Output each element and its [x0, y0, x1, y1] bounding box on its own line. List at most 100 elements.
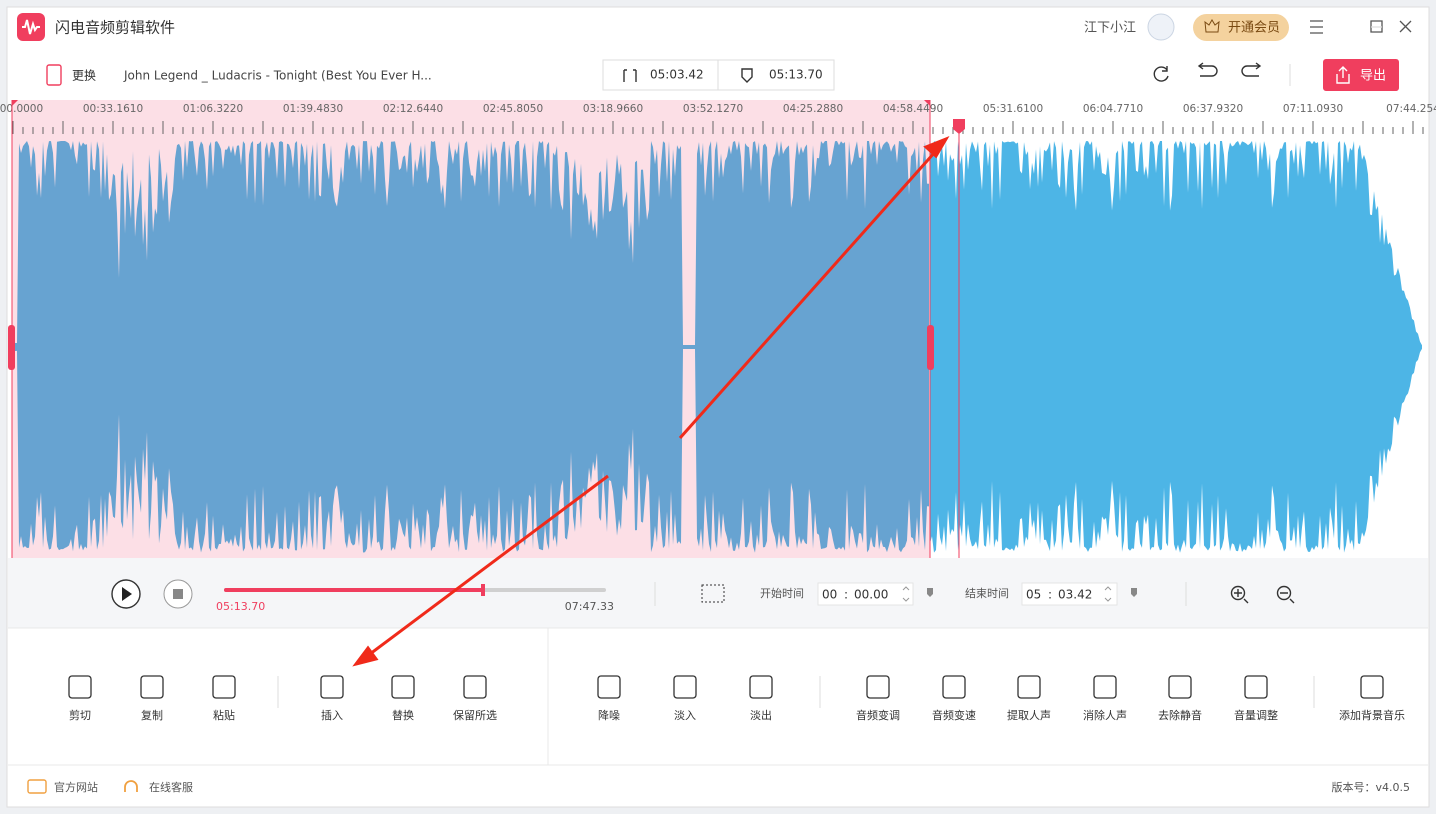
position: 05:13.70	[769, 68, 823, 82]
app-title: 闪电音频剪辑软件	[55, 19, 175, 37]
total-time: 07:47.33	[565, 600, 614, 613]
user-name[interactable]: 江下小江	[1084, 21, 1136, 36]
version: 版本号：v4.0.5	[1332, 780, 1411, 794]
tool-icon[interactable]	[463, 675, 487, 699]
ruler-label: 03:18.9660	[583, 103, 643, 115]
vip-button[interactable]	[1193, 14, 1289, 41]
tool-icon[interactable]	[866, 675, 890, 699]
support-icon	[124, 780, 138, 792]
ruler-label: 00:00.0000	[0, 103, 43, 115]
replace-button[interactable]: 更换	[72, 69, 96, 83]
ruler-label: 06:37.9320	[1183, 103, 1243, 115]
ruler-label: 07:44.254	[1386, 103, 1436, 115]
progress-fill	[224, 588, 483, 592]
tool-icon[interactable]	[1017, 675, 1041, 699]
ruler-ticks	[12, 121, 1424, 134]
support-link[interactable]: 在线客服	[149, 780, 193, 794]
zoom-out[interactable]	[1276, 585, 1292, 601]
zoom-in[interactable]	[1230, 585, 1246, 601]
tool-label[interactable]: 替换	[392, 708, 414, 722]
tool-label[interactable]: 提取人声	[1007, 708, 1051, 722]
export-icon	[1336, 66, 1350, 84]
tool-icon[interactable]	[140, 675, 164, 699]
spinner[interactable]	[902, 586, 910, 602]
export-label[interactable]: 导出	[1360, 69, 1386, 84]
tool-icon[interactable]	[597, 675, 621, 699]
tool-label[interactable]: 复制	[141, 708, 163, 722]
tool-label[interactable]: 添加背景音乐	[1339, 708, 1405, 722]
tool-label[interactable]: 插入	[321, 708, 343, 722]
website-link[interactable]: 官方网站	[54, 780, 98, 794]
tool-label[interactable]: 音量调整	[1234, 708, 1278, 722]
tool-label[interactable]: 淡出	[750, 708, 772, 722]
tool-icon[interactable]	[212, 675, 236, 699]
pin-icon[interactable]	[927, 588, 933, 597]
ruler-label: 02:12.6440	[383, 103, 443, 115]
file-icon[interactable]	[46, 64, 62, 86]
tool-label[interactable]: 淡入	[674, 709, 696, 722]
logo-wave	[22, 19, 40, 35]
ruler-label: 01:39.4830	[283, 103, 343, 115]
ruler-label: 04:58.4490	[883, 103, 943, 115]
start-min[interactable]: 00	[822, 588, 837, 602]
tool-icon[interactable]	[942, 675, 966, 699]
pin-icon[interactable]	[1131, 588, 1137, 597]
web-icon	[27, 779, 47, 794]
stop-icon	[173, 589, 183, 599]
progress-thumb[interactable]	[481, 584, 485, 596]
tool-icon[interactable]	[1168, 675, 1192, 699]
tool-label[interactable]: 消除人声	[1083, 708, 1127, 722]
tool-icon[interactable]	[1093, 675, 1117, 699]
zoom-icons[interactable]	[1234, 589, 1295, 604]
colon: :	[1048, 588, 1052, 602]
select-icon[interactable]	[701, 584, 725, 603]
vip-icon	[1204, 19, 1220, 33]
end-handle[interactable]	[927, 325, 934, 370]
start-input[interactable]	[817, 582, 914, 606]
tool-icon[interactable]	[673, 675, 697, 699]
avatar[interactable]	[1147, 13, 1175, 41]
waveform	[13, 141, 1422, 553]
tool-panel: 剪切 复制 粘贴 插入 替换 保留所选 降噪 淡入 淡出 音频变调 音频变速 提取人声 消除人声 去除静音…	[68, 675, 1405, 722]
tool-label[interactable]: 去除静音	[1158, 708, 1202, 722]
colon: :	[844, 588, 848, 602]
annotation-arrows	[352, 135, 950, 667]
ruler-label: 02:45.8050	[483, 103, 543, 115]
app-logo	[17, 13, 45, 41]
tool-label[interactable]: 保留所选	[453, 708, 497, 722]
end-input[interactable]	[1021, 582, 1118, 606]
file-name: John Legend _ Ludacris - Tonight (Best Y…	[123, 69, 432, 83]
tool-icon[interactable]	[68, 675, 92, 699]
tool-label[interactable]: 剪切	[69, 708, 91, 722]
current-time: 05:13.70	[216, 600, 265, 613]
tool-label[interactable]: 粘贴	[213, 708, 235, 722]
ruler-label: 06:04.7710	[1083, 103, 1143, 115]
ruler-label: 00:33.1610	[83, 103, 143, 115]
tool-icon[interactable]	[749, 675, 773, 699]
end-min[interactable]: 05	[1026, 588, 1041, 602]
start-label: 开始时间	[760, 586, 804, 600]
playhead-marker[interactable]	[953, 119, 965, 134]
vip-label[interactable]: 开通会员	[1228, 21, 1280, 36]
ruler-label: 03:52.1270	[683, 103, 743, 115]
end-sec[interactable]: 03.42	[1058, 588, 1092, 602]
tool-icon[interactable]	[1360, 675, 1384, 699]
start-handle[interactable]	[8, 325, 15, 370]
duration: 05:03.42	[650, 68, 704, 82]
tool-icon[interactable]	[320, 675, 344, 699]
spinner[interactable]	[1104, 586, 1112, 602]
history-icons[interactable]	[1153, 62, 1262, 82]
tool-label[interactable]: 音频变速	[932, 708, 976, 722]
player-bar	[8, 558, 1428, 628]
end-label: 结束时间	[965, 587, 1009, 600]
tool-label[interactable]: 音频变调	[856, 708, 900, 722]
start-sec[interactable]: 00.00	[854, 588, 888, 602]
play-icon	[122, 587, 132, 601]
wave-shape	[930, 141, 1422, 553]
position-icon	[741, 68, 753, 83]
tool-label[interactable]: 降噪	[598, 708, 620, 722]
tool-icon[interactable]	[1244, 675, 1268, 699]
tool-icon[interactable]	[391, 675, 415, 699]
